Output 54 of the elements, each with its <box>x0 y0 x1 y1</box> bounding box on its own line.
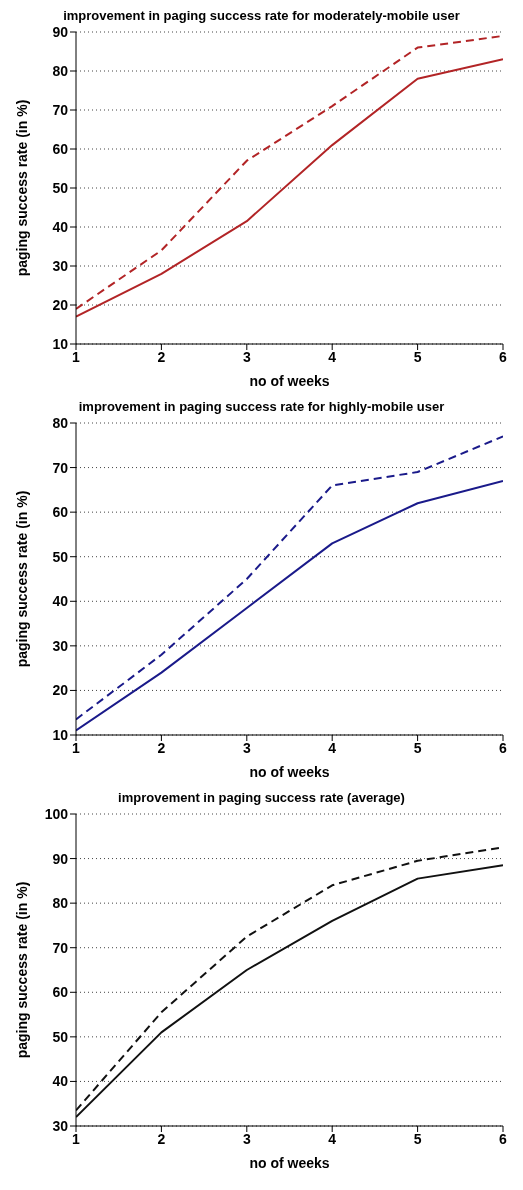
y-axis-title: paging success rate (in %) <box>13 99 30 277</box>
y-tick-label: 50 <box>52 1028 69 1045</box>
x-tick-label: 1 <box>72 1130 81 1147</box>
line-series <box>76 479 503 732</box>
y-tick-label: 30 <box>52 1117 69 1134</box>
x-tick-label: 2 <box>157 739 166 756</box>
y-tick-label: 60 <box>52 984 69 1001</box>
y-tick-label: 40 <box>52 1073 69 1090</box>
chart-title: improvement in paging success rate for moderately-mobile user <box>63 8 460 23</box>
y-tick-label: 40 <box>52 593 69 610</box>
y-tick-label: 90 <box>52 850 69 867</box>
x-axis-title: no of weeks <box>249 1155 330 1171</box>
x-tick-label: 4 <box>328 1130 337 1147</box>
line-series <box>76 435 503 721</box>
x-tick-label: 1 <box>72 348 81 365</box>
y-tick-label: 70 <box>52 939 69 956</box>
y-tick-label: 70 <box>52 459 69 476</box>
x-tick-label: 5 <box>413 1130 422 1147</box>
x-axis-title: no of weeks <box>249 764 330 780</box>
y-axis-title: paging success rate (in %) <box>13 881 30 1059</box>
y-tick-label: 30 <box>52 637 69 654</box>
y-tick-label: 80 <box>52 62 69 79</box>
x-tick-label: 5 <box>413 348 422 365</box>
y-tick-label: 50 <box>52 548 69 565</box>
y-tick-label: 20 <box>52 682 69 699</box>
y-tick-label: 60 <box>52 504 69 521</box>
x-tick-label: 3 <box>242 1130 251 1147</box>
y-tick-label: 10 <box>52 726 69 743</box>
x-tick-label: 2 <box>157 348 166 365</box>
x-tick-label: 6 <box>499 348 508 365</box>
x-tick-label: 4 <box>328 739 337 756</box>
y-tick-label: 60 <box>52 140 69 157</box>
y-tick-label: 80 <box>52 895 69 912</box>
x-tick-label: 1 <box>72 739 81 756</box>
y-tick-label: 10 <box>52 335 69 352</box>
y-tick-label: 100 <box>44 805 69 822</box>
y-tick-label: 50 <box>52 179 69 196</box>
y-tick-label: 80 <box>52 414 69 431</box>
x-tick-label: 6 <box>499 739 508 756</box>
y-tick-label: 40 <box>52 218 69 235</box>
x-tick-label: 3 <box>242 348 251 365</box>
y-tick-label: 20 <box>52 296 69 313</box>
x-tick-label: 2 <box>157 1130 166 1147</box>
x-tick-label: 3 <box>242 739 251 756</box>
y-tick-label: 90 <box>52 23 69 40</box>
y-axis-title: paging success rate (in %) <box>13 490 30 668</box>
chart-title: improvement in paging success rate for highly-mobile user <box>78 399 445 414</box>
y-tick-label: 70 <box>52 101 69 118</box>
x-axis-title: no of weeks <box>249 373 330 389</box>
x-tick-label: 5 <box>413 739 422 756</box>
y-tick-label: 30 <box>52 257 69 274</box>
x-tick-label: 4 <box>328 348 337 365</box>
chart-title: improvement in paging success rate (average) <box>118 790 405 805</box>
x-tick-label: 6 <box>499 1130 508 1147</box>
